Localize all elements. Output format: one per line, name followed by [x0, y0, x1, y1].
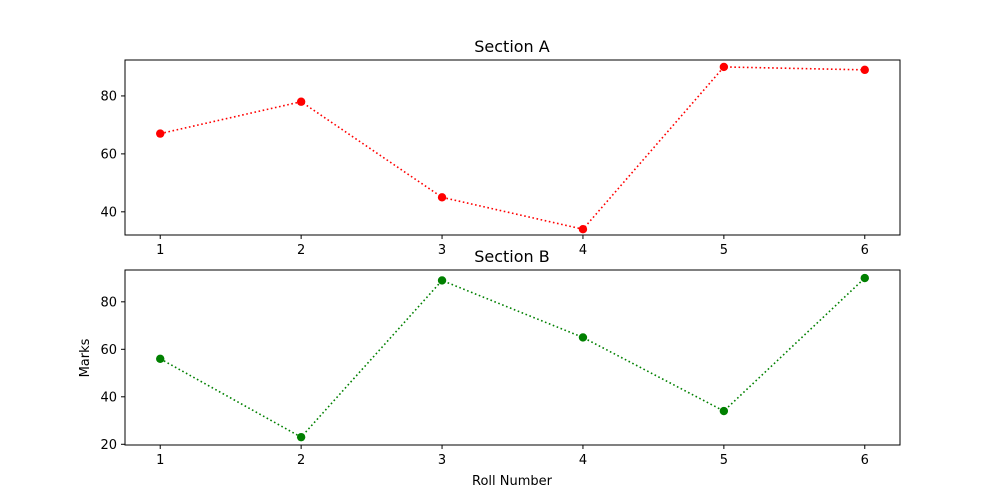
series-line: [160, 66, 865, 231]
plot-frame-section-a: [124, 59, 901, 236]
panel-title-section-b: Section B: [474, 247, 550, 266]
y-axis-section-a: 40 60 80: [100, 89, 125, 220]
y-axis-section-b: 20 40 60 80: [100, 295, 125, 453]
panel-section-a: Section A 1 2 3 4 5 6 40 60 80: [100, 37, 901, 258]
y-tick-label: 40: [100, 205, 117, 220]
series-group-section-b: [156, 273, 869, 442]
x-tick-label: 5: [720, 453, 728, 468]
x-axis-section-b: 1 2 3 4 5 6: [156, 445, 869, 468]
data-point: [578, 225, 588, 234]
data-point: [296, 432, 306, 442]
x-tick-label: 3: [438, 243, 446, 258]
data-point: [296, 97, 306, 106]
x-tick-label: 1: [156, 243, 164, 258]
plot-frame-section-b: [124, 269, 901, 446]
data-point: [437, 276, 447, 285]
data-point: [719, 62, 729, 72]
x-tick-label: 6: [861, 453, 869, 468]
y-tick-label: 20: [100, 438, 117, 453]
y-tick-label: 40: [100, 390, 117, 405]
x-tick-label: 4: [579, 243, 587, 258]
x-tick-label: 1: [156, 453, 164, 468]
data-point: [156, 354, 165, 364]
data-point: [719, 406, 729, 416]
data-point: [860, 273, 869, 283]
data-point: [860, 65, 869, 75]
y-tick-label: 60: [100, 343, 117, 358]
series-group-section-a: [156, 62, 869, 234]
data-point: [156, 129, 165, 138]
x-tick-label: 2: [297, 453, 305, 468]
panel-section-b: Section B 1 2 3 4 5 6 20 40 60 80 Roll Number Ma…: [78, 247, 901, 489]
y-tick-label: 80: [100, 89, 117, 104]
y-tick-label: 80: [100, 295, 117, 310]
y-tick-label: 60: [100, 147, 117, 162]
y-axis-title: Marks: [78, 338, 93, 377]
x-tick-label: 4: [579, 453, 587, 468]
series-line: [159, 277, 866, 439]
x-tick-label: 5: [720, 243, 728, 258]
x-tick-label: 6: [861, 243, 869, 258]
panel-title-section-a: Section A: [474, 37, 550, 56]
x-axis-section-a: 1 2 3 4 5 6: [156, 235, 869, 258]
x-tick-label: 2: [297, 243, 305, 258]
x-axis-title: Roll Number: [472, 474, 553, 489]
data-point: [578, 333, 588, 342]
data-point: [437, 193, 447, 202]
x-tick-label: 3: [438, 453, 446, 468]
